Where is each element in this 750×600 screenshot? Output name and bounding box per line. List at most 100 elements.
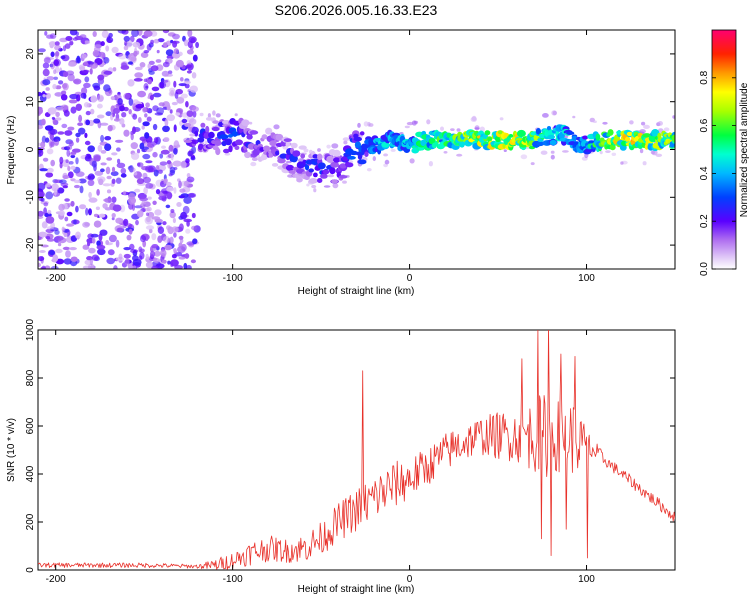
spectrogram-ridge-blob	[197, 137, 205, 143]
spectrogram-noise-blob	[67, 165, 71, 172]
spectrogram-noise-blob	[82, 221, 90, 228]
spectrogram-noise-blob	[164, 118, 169, 127]
spectrogram-noise-blob	[82, 244, 90, 250]
spectrogram-noise-blob	[60, 55, 66, 60]
spectrogram-noise-blob	[59, 156, 64, 165]
spectrogram-noise-blob	[96, 240, 101, 247]
spectrogram-noise-blob	[145, 165, 154, 173]
y-tick-label: 800	[25, 369, 36, 386]
spectrogram-noise-blob	[180, 93, 188, 99]
spectrogram-ridge-blob	[285, 142, 291, 147]
spectrogram-ridge-blob	[459, 140, 465, 148]
spectrogram-halo-blob	[313, 188, 317, 193]
spectrogram-noise-blob	[45, 191, 54, 200]
spectrogram-noise-blob	[70, 256, 78, 262]
spectrogram-noise-blob	[147, 196, 152, 200]
spectrogram-noise-blob	[152, 123, 158, 131]
spectrogram-ridge-blob	[277, 158, 286, 164]
spectrogram-noise-blob	[43, 207, 47, 215]
spectrogram-noise-blob	[172, 40, 178, 48]
spectrogram-ridge-blob	[508, 134, 514, 138]
spectrogram-ridge-blob	[484, 130, 491, 136]
spectrogram-noise-blob	[51, 138, 58, 142]
spectrogram-ridge-blob	[279, 153, 288, 159]
spectrogram-noise-blob	[120, 173, 127, 178]
y-tick-label: 10	[25, 96, 36, 108]
spectrogram-noise-blob	[144, 113, 148, 118]
spectrogram-ridge-blob	[607, 129, 614, 136]
spectrogram-ridge-blob	[320, 173, 328, 179]
spectrogram-noise-blob	[154, 218, 163, 223]
spectrogram-noise-blob	[184, 253, 190, 259]
spectrogram-noise-blob	[153, 137, 159, 144]
spectrogram-noise-blob	[84, 140, 91, 146]
spectrogram-ridge-blob	[263, 145, 271, 152]
spectrogram-noise-blob	[123, 129, 130, 137]
spectrogram-noise-blob	[115, 177, 122, 184]
spectrogram-noise-blob	[38, 48, 46, 53]
spectrogram-noise-blob	[75, 57, 82, 64]
spectrogram-noise-blob	[146, 206, 152, 212]
spectrogram-noise-blob	[128, 228, 133, 235]
spectrogram-noise-blob	[148, 70, 155, 75]
spectrogram-noise-blob	[39, 168, 48, 172]
spectrogram-noise-blob	[154, 209, 162, 216]
spectrogram-noise-blob	[78, 178, 87, 184]
x-tick-label: 100	[578, 574, 595, 585]
spectrogram-halo-blob	[273, 124, 280, 130]
spectrogram-noise-blob	[45, 172, 54, 178]
spectrogram-noise-blob	[145, 212, 150, 216]
spectrogram-noise-blob	[169, 109, 173, 114]
spectrogram-noise-blob	[119, 118, 125, 125]
spectrogram-noise-blob	[115, 139, 124, 143]
spectrogram-noise-blob	[178, 180, 182, 189]
spectrogram-noise-blob	[173, 48, 179, 54]
spectrogram-noise-blob	[93, 85, 101, 91]
spectrogram-noise-blob	[139, 62, 146, 68]
spectrogram-noise-blob	[171, 101, 178, 106]
spectrogram-noise-blob	[141, 125, 145, 130]
spectrogram-noise-blob	[128, 196, 136, 205]
spectrogram-noise-blob	[132, 103, 136, 111]
spectrogram-noise-blob	[134, 72, 144, 78]
spectrogram-noise-blob	[75, 157, 79, 165]
spectrogram-noise-blob	[79, 185, 84, 194]
spectrogram-noise-blob	[188, 192, 197, 198]
spectrogram-noise-blob	[119, 105, 125, 112]
spectrogram-noise-blob	[173, 187, 177, 194]
spectrogram-noise-blob	[60, 104, 69, 110]
spectrogram-noise-blob	[190, 139, 199, 144]
spectrogram-halo-blob	[411, 120, 417, 126]
spectrogram-noise-blob	[38, 107, 43, 115]
spectrogram-noise-blob	[131, 30, 139, 37]
spectrogram-noise-blob	[108, 32, 113, 38]
spectrogram-noise-blob	[178, 256, 186, 260]
spectrogram-noise-blob	[55, 51, 60, 57]
spectrogram-ridge-blob	[626, 131, 633, 137]
spectrogram-noise-blob	[161, 259, 167, 264]
spectrogram-noise-blob	[62, 45, 67, 52]
spectrogram-halo-blob	[326, 144, 331, 149]
spectrogram-noise-blob	[75, 31, 79, 37]
spectrogram-noise-blob	[159, 161, 168, 166]
spectrogram-noise-blob	[173, 80, 177, 88]
spectrogram-noise-blob	[135, 219, 139, 226]
spectrogram-noise-blob	[163, 137, 170, 142]
spectrogram-noise-blob	[136, 210, 144, 218]
spectrogram-noise-blob	[112, 67, 117, 72]
spectrogram-noise-blob	[137, 162, 144, 168]
spectrogram-noise-blob	[144, 132, 150, 139]
spectrogram-halo-blob	[540, 150, 548, 155]
spectrogram-halo-blob	[428, 161, 433, 167]
spectrogram-noise-blob	[162, 236, 171, 243]
spectrogram-noise-blob	[167, 260, 171, 265]
spectrogram-noise-blob	[172, 160, 182, 167]
spectrogram-noise-blob	[191, 212, 196, 219]
spectrogram-noise-blob	[132, 113, 138, 120]
colorbar-gradient	[712, 30, 736, 269]
spectrogram-noise-blob	[57, 242, 62, 247]
spectrogram-noise-blob	[50, 51, 55, 58]
spectrogram-halo-blob	[602, 121, 608, 125]
spectrogram-noise-blob	[73, 219, 77, 225]
spectrogram-noise-blob	[183, 196, 192, 204]
